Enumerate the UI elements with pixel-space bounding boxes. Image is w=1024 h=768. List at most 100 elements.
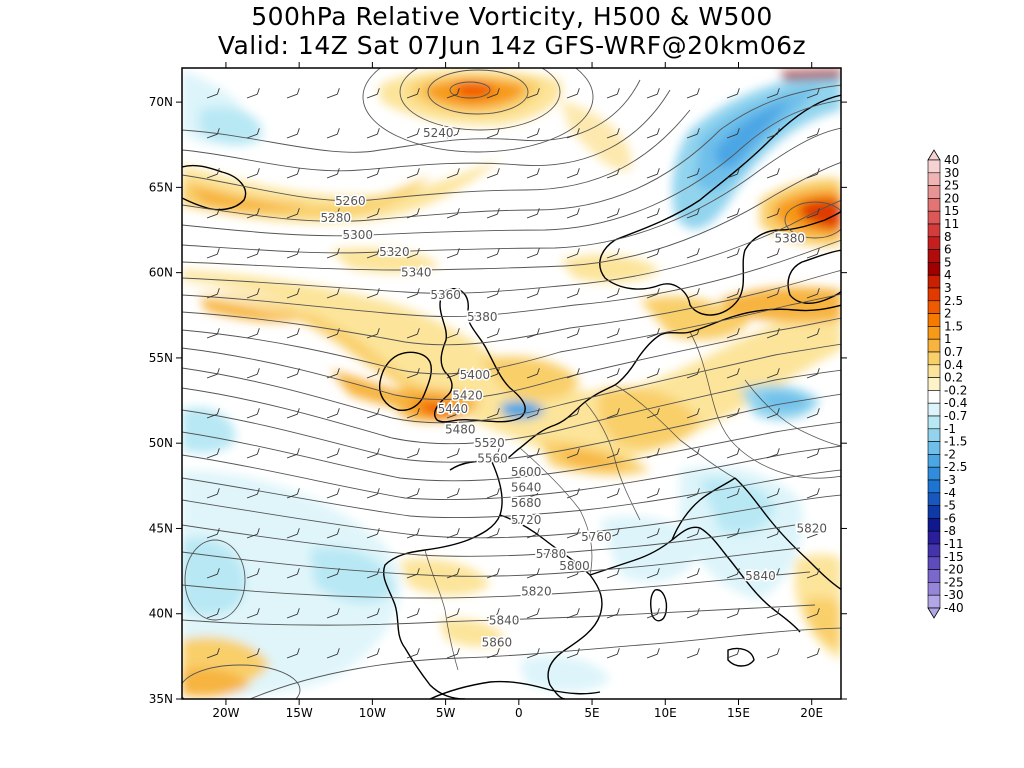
wind-barb bbox=[726, 533, 738, 539]
wind-barb bbox=[686, 253, 698, 259]
wind-barb bbox=[526, 613, 538, 619]
wind-barb-flag bbox=[776, 608, 780, 615]
wind-barb-flag bbox=[256, 368, 260, 375]
wind-barb bbox=[606, 253, 618, 259]
wind-barb bbox=[566, 133, 578, 139]
wind-barb bbox=[486, 93, 498, 99]
wind-barb bbox=[366, 653, 378, 659]
wind-barb-flag bbox=[776, 368, 780, 375]
wind-barb bbox=[446, 453, 458, 459]
wind-barb-flag bbox=[296, 208, 300, 215]
wind-barb-flag bbox=[336, 328, 340, 335]
wind-barb bbox=[486, 533, 498, 539]
wind-barb bbox=[406, 613, 418, 619]
wind-barb-flag bbox=[416, 648, 420, 655]
wind-barb-flag bbox=[336, 448, 340, 455]
wind-barb-flag bbox=[576, 608, 580, 615]
colorbar-swatch bbox=[927, 185, 941, 199]
wind-barb-flag bbox=[376, 528, 380, 535]
wind-barb bbox=[726, 253, 738, 259]
wind-barb-flag bbox=[416, 528, 420, 535]
wind-barb bbox=[246, 93, 258, 99]
colorbar-swatch bbox=[927, 377, 941, 391]
wind-barb-flag bbox=[576, 88, 580, 95]
wind-barb bbox=[246, 373, 258, 379]
wind-barb-flag bbox=[416, 328, 420, 335]
wind-barb-flag bbox=[296, 488, 300, 495]
wind-barb bbox=[726, 93, 738, 99]
wind-barb-flag bbox=[696, 328, 700, 335]
wind-barb bbox=[646, 653, 658, 659]
wind-barb bbox=[686, 533, 698, 539]
wind-barb bbox=[526, 573, 538, 579]
colorbar-swatch bbox=[927, 543, 941, 558]
wind-barb-flag bbox=[416, 88, 420, 95]
wind-barb bbox=[686, 333, 698, 339]
wind-barb bbox=[566, 333, 578, 339]
wind-barb-flag bbox=[296, 528, 300, 535]
wind-barb-flag bbox=[656, 448, 660, 455]
height-contour-label: 5640 bbox=[511, 481, 542, 495]
wind-barb-flag bbox=[616, 288, 620, 295]
height-contour-label: 5840 bbox=[745, 569, 776, 583]
wind-barb bbox=[526, 533, 538, 539]
wind-barb bbox=[326, 253, 338, 259]
wind-barb-flag bbox=[576, 288, 580, 295]
wind-barb bbox=[806, 293, 818, 299]
colorbar-swatch bbox=[927, 236, 941, 250]
wind-barb-flag bbox=[216, 648, 220, 655]
wind-barb-flag bbox=[496, 368, 500, 375]
lon-label: 5W bbox=[436, 706, 456, 720]
wind-barb-flag bbox=[456, 448, 460, 455]
colorbar-swatch bbox=[927, 569, 941, 583]
wind-barb-flag bbox=[776, 488, 780, 495]
wind-barb-flag bbox=[456, 648, 460, 655]
wind-barb-flag bbox=[456, 248, 460, 255]
wind-barb-flag bbox=[536, 408, 540, 415]
wind-barb bbox=[806, 133, 818, 139]
wind-barb bbox=[326, 373, 338, 379]
wind-barb bbox=[726, 453, 738, 459]
wind-barb bbox=[686, 93, 698, 99]
colorbar-label: 8 bbox=[944, 230, 952, 244]
wind-barb-flag bbox=[736, 408, 740, 415]
wind-barb-flag bbox=[736, 288, 740, 295]
wind-barb bbox=[486, 453, 498, 459]
wind-barb bbox=[486, 573, 498, 579]
wind-barb-flag bbox=[256, 568, 260, 575]
lon-label: 15W bbox=[286, 706, 313, 720]
wind-barb bbox=[246, 653, 258, 659]
wind-barb bbox=[646, 533, 658, 539]
wind-barb bbox=[326, 333, 338, 339]
colorbar-swatch bbox=[927, 262, 941, 276]
wind-barb bbox=[286, 493, 298, 499]
wind-barb bbox=[406, 453, 418, 459]
wind-barb-flag bbox=[696, 248, 700, 255]
colorbar-label: -2 bbox=[944, 447, 956, 461]
wind-barb bbox=[286, 533, 298, 539]
wind-barb bbox=[726, 133, 738, 139]
wind-barb bbox=[206, 413, 218, 419]
wind-barb-flag bbox=[616, 248, 620, 255]
wind-barb-flag bbox=[376, 488, 380, 495]
wind-barb bbox=[246, 133, 258, 139]
wind-barb-flag bbox=[616, 488, 620, 495]
wind-barb-flag bbox=[496, 488, 500, 495]
wind-barb bbox=[806, 533, 818, 539]
wind-barb-flag bbox=[416, 488, 420, 495]
colorbar-swatch bbox=[927, 274, 941, 289]
wind-barb-flag bbox=[376, 248, 380, 255]
colorbar-label: 40 bbox=[944, 153, 959, 167]
wind-barb bbox=[366, 133, 378, 139]
wind-barb bbox=[806, 173, 818, 179]
wind-barb-flag bbox=[216, 248, 220, 255]
wind-barb bbox=[686, 613, 698, 619]
wind-barb bbox=[286, 653, 298, 659]
wind-barb bbox=[646, 613, 658, 619]
wind-barb bbox=[206, 653, 218, 659]
colorbar-swatch bbox=[927, 454, 941, 468]
wind-barb bbox=[326, 173, 338, 179]
wind-barb-flag bbox=[496, 328, 500, 335]
wind-barb bbox=[246, 533, 258, 539]
wind-barb-flag bbox=[376, 568, 380, 575]
